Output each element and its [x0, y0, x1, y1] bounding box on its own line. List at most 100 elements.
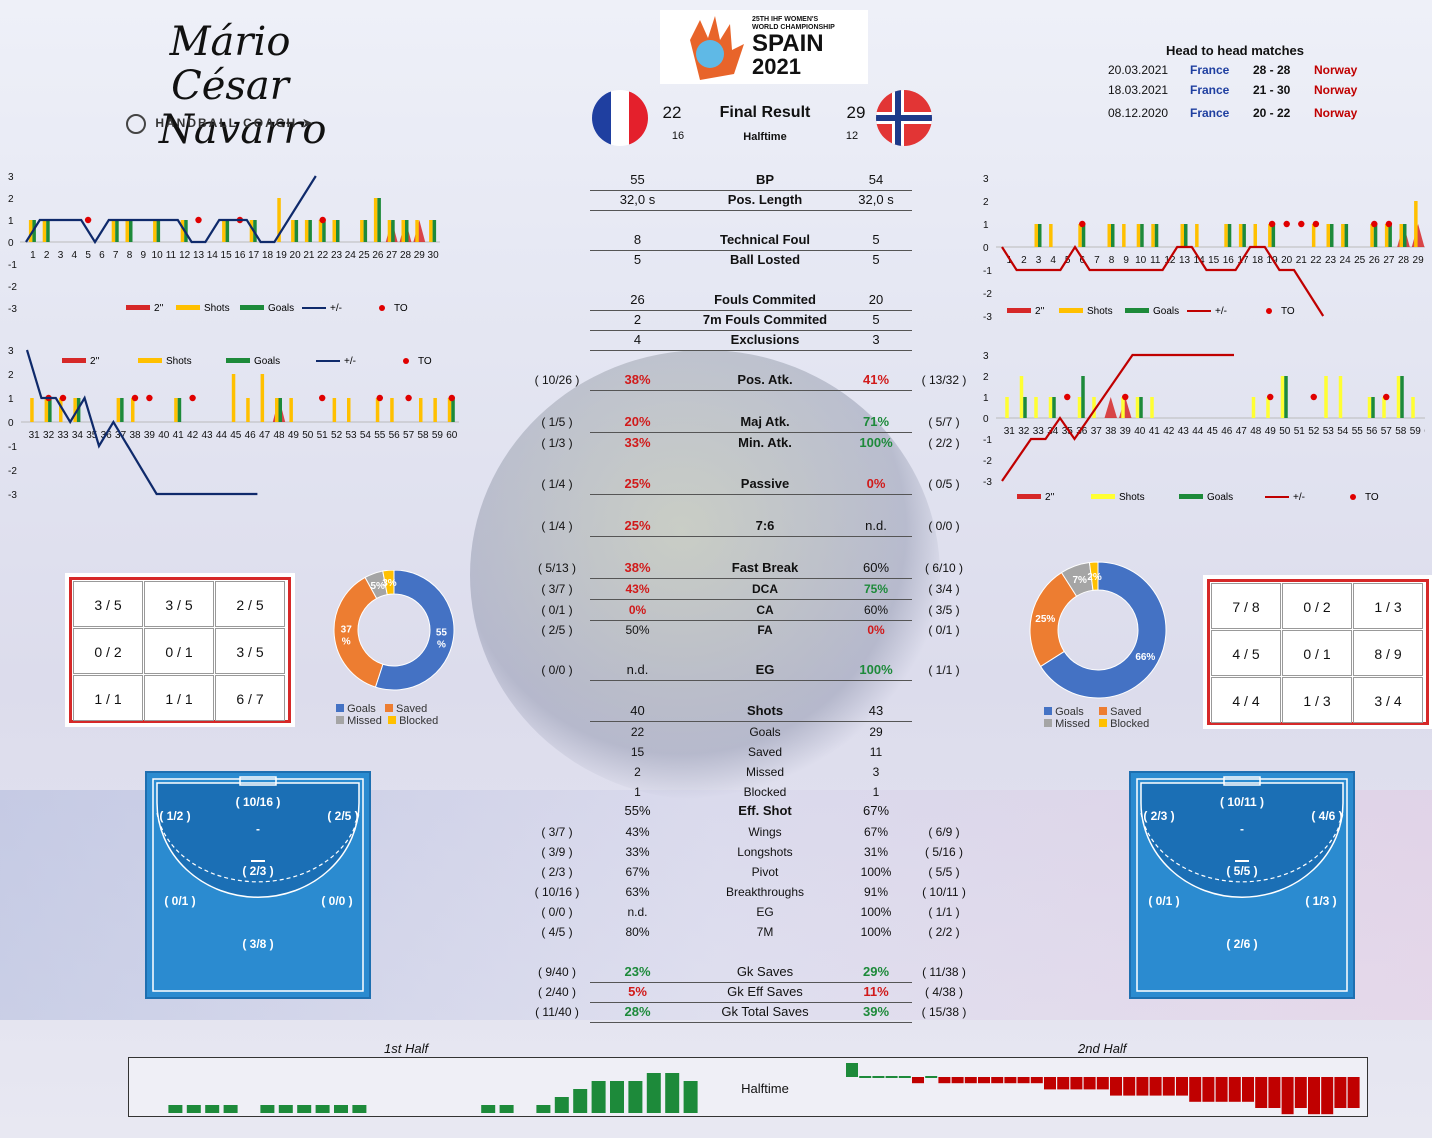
exclusion-mark — [1104, 397, 1117, 418]
y-tick-label: 0 — [983, 243, 989, 254]
stat-row: 28% Gk Total Saves 39% — [590, 1002, 912, 1023]
x-tick-label: 15 — [221, 250, 233, 261]
stat-row: 25% 7:6 n.d. — [590, 516, 912, 537]
h2h-date: 08.12.2020 — [1108, 106, 1169, 120]
goal-bar — [1081, 376, 1085, 418]
x-tick-label: 44 — [216, 430, 228, 441]
goal-bar — [1139, 397, 1143, 418]
shot-bar — [1019, 376, 1024, 418]
stat-label: Exclusions — [730, 332, 800, 347]
donut-label: 2% — [1087, 572, 1102, 583]
x-tick-label: 11 — [166, 250, 177, 261]
goal-bar — [1052, 397, 1056, 418]
stat-row: 67% Pivot 100% — [590, 862, 912, 882]
x-tick-label: 41 — [173, 430, 185, 441]
goal-bar — [1271, 224, 1276, 247]
stat-label: 7M — [756, 925, 774, 939]
stat-left: n.d. — [627, 905, 648, 919]
court-zone-lb: ( 0/1 ) — [1148, 894, 1179, 908]
legend-goals: Goals — [347, 703, 376, 715]
legend-to: TO — [1365, 492, 1379, 503]
stat-row: 63% Breakthroughs 91% — [590, 882, 912, 902]
turnover-dot — [1371, 220, 1378, 228]
x-tick-label: 58 — [417, 430, 429, 441]
x-tick-label: 41 — [1149, 426, 1161, 437]
x-tick-label: 50 — [1279, 426, 1291, 437]
stat-right: 91% — [863, 885, 889, 899]
stat-left-ratio: ( 3/7 ) — [541, 582, 573, 596]
turnover-dot — [1064, 393, 1071, 401]
stat-left: 1 — [634, 785, 641, 799]
first-half-bar — [499, 1105, 514, 1113]
hand-logo-icon — [690, 16, 744, 80]
stat-left-ratio: ( 1/3 ) — [541, 436, 573, 450]
turnover-dot — [1079, 220, 1086, 228]
second-half-bar — [1070, 1077, 1083, 1090]
stat-left-ratio: ( 3/7 ) — [541, 825, 573, 839]
x-tick-label: 10 — [1135, 255, 1147, 266]
shot-bar — [1238, 224, 1243, 247]
stat-row: 2 7m Fouls Commited 5 — [590, 310, 912, 331]
court-zone-cb: ( 3/8 ) — [242, 937, 273, 951]
event-logo: 25TH IHF WOMEN'S WORLD CHAMPIONSHIP SPAI… — [660, 10, 868, 84]
legend-exclusion: 2'' — [90, 356, 99, 367]
donut-label: % — [342, 637, 351, 648]
stat-left: 63% — [625, 885, 650, 899]
turnover-dot — [1310, 393, 1317, 401]
stat-label: Shots — [746, 703, 784, 718]
x-tick-label: 46 — [1221, 426, 1233, 437]
plus-minus-line — [1001, 244, 1325, 317]
donut-slice-blocked — [1088, 561, 1099, 591]
turnover-dot — [1298, 220, 1305, 228]
goal-bar — [294, 220, 299, 242]
goal-bar — [1400, 376, 1404, 418]
y-tick-label: -2 — [8, 282, 17, 293]
second-half-bar — [1321, 1077, 1334, 1115]
shot-bar — [1122, 224, 1126, 247]
donut-label: % — [437, 640, 446, 651]
donut-label: 7% — [1072, 575, 1087, 586]
first-half-bar — [591, 1081, 606, 1113]
x-tick-label: 20 — [1281, 255, 1293, 266]
stat-row: n.d. EG 100% — [590, 660, 912, 681]
x-tick-label: 5 — [1065, 255, 1071, 266]
stat-row: 2 Missed 3 — [590, 762, 912, 782]
signature-logo: Mário César Navarro — [133, 19, 327, 153]
first-half-bar — [352, 1105, 367, 1113]
goal-bar — [156, 220, 161, 242]
x-tick-label: 35 — [1062, 426, 1074, 437]
goal-bar — [46, 220, 50, 242]
stat-left: 26 — [630, 292, 645, 307]
shot-bar — [30, 398, 34, 422]
y-tick-label: -1 — [8, 260, 17, 271]
court-zone-cb: ( 2/6 ) — [1226, 937, 1257, 951]
stat-right-ratio: ( 10/11 ) — [922, 885, 966, 899]
y-tick-label: -2 — [8, 466, 17, 477]
shot-bar — [1324, 376, 1328, 418]
goal-bar — [451, 398, 455, 422]
first-half-bar — [646, 1073, 661, 1113]
shot-bar — [1092, 397, 1096, 418]
first-half-bar — [573, 1089, 588, 1113]
stat-right: 67% — [862, 803, 890, 818]
stat-label: Saved — [747, 745, 783, 759]
court-zone-dash: - — [256, 822, 260, 836]
x-tick-label: 34 — [1047, 426, 1059, 437]
stat-left: 2 — [633, 312, 642, 327]
x-tick-label: 28 — [1398, 255, 1410, 266]
first-half-bar — [168, 1105, 183, 1113]
x-tick-label: 19 — [276, 250, 288, 261]
legend-exclusion-swatch — [1017, 494, 1041, 499]
shot-bar — [318, 220, 323, 242]
legend-shots: Shots — [166, 356, 192, 367]
x-tick-label: 30 — [428, 250, 440, 261]
france-flag-icon — [592, 90, 648, 146]
background-ball-image — [470, 350, 940, 800]
x-tick-label: 60 — [1424, 426, 1425, 437]
stat-right: 41% — [862, 372, 890, 387]
stat-row: 43% Wings 67% — [590, 822, 912, 842]
stat-right: 100% — [859, 662, 893, 677]
legend-exclusion: 2'' — [1035, 306, 1044, 317]
stat-right-ratio: ( 4/38 ) — [924, 985, 963, 999]
goal-bar — [1373, 224, 1378, 247]
